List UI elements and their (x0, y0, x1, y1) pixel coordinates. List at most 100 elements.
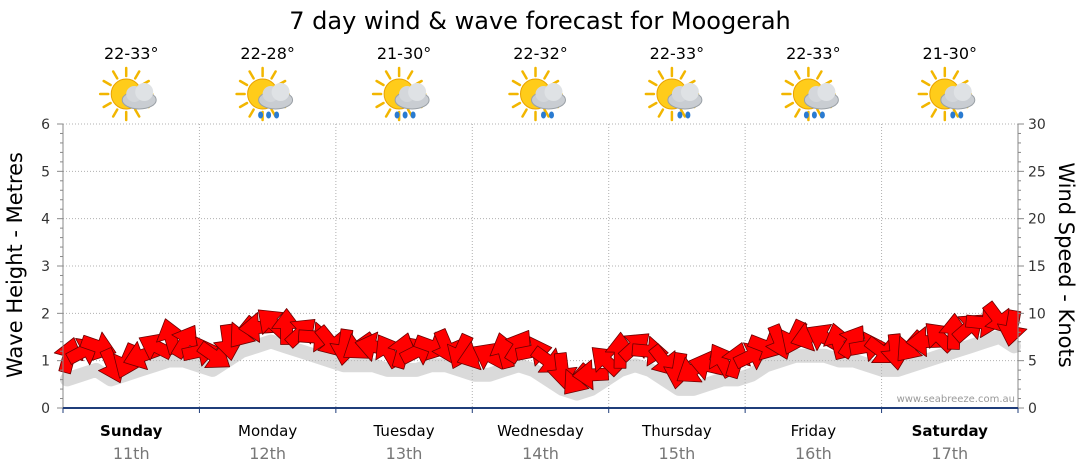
date-label: 17th (931, 444, 968, 463)
sun-ray (794, 108, 801, 118)
date-label: 11th (113, 444, 150, 463)
wind-arrow (997, 309, 1028, 347)
rain-drop-icon (258, 111, 264, 119)
sun-ray (102, 101, 112, 109)
sun-ray (511, 101, 522, 109)
sun-ray (952, 70, 960, 80)
weather-icon-showers (235, 66, 294, 122)
rain-drop-icon (811, 111, 817, 119)
cloud-puff (953, 83, 972, 101)
weather-icon-light-showers (917, 66, 976, 122)
sun-ray (133, 70, 141, 80)
sun-ray (816, 70, 823, 80)
weather-icon-light-showers (508, 66, 566, 122)
sun-ray (111, 108, 119, 118)
y-tick-label-left: 3 (41, 259, 50, 275)
sun-ray (270, 70, 277, 80)
sun-ray (375, 101, 385, 109)
rain-drop-icon (402, 111, 408, 119)
sun-ray (543, 70, 550, 80)
rain-drop-icon (677, 111, 683, 119)
rain-drop-icon (819, 111, 825, 119)
wind-arrow-shape (297, 321, 335, 353)
chart-title: 7 day wind & wave forecast for Moogerah (289, 7, 791, 35)
rain-drop-icon (685, 111, 691, 119)
wind-arrow (297, 321, 335, 353)
y-tick-label-left: 4 (41, 212, 50, 228)
sun-ray (133, 108, 141, 118)
day-label: Thursday (641, 422, 712, 440)
sun-ray (679, 108, 687, 118)
weather-icon-partly-cloudy (98, 66, 157, 122)
sun-ray (384, 70, 392, 80)
sun-ray (521, 108, 528, 118)
sun-ray (238, 79, 249, 87)
cloud-puff (135, 83, 154, 101)
rain-drop-icon (266, 111, 272, 119)
sun-ray (657, 70, 665, 80)
weather-icon-showers (371, 66, 430, 122)
sun-ray (930, 108, 938, 118)
sun-ray (543, 108, 550, 118)
y-tick-label-right: 25 (1028, 164, 1046, 180)
sun-ray (248, 70, 255, 80)
temperature-label: 22-28° (240, 44, 295, 63)
y-tick-label-right: 30 (1028, 117, 1046, 133)
sun-ray (794, 70, 801, 80)
wind-arrow-shape (997, 309, 1028, 347)
sun-ray (952, 108, 960, 118)
cloud-puff (680, 83, 699, 101)
sun-ray (248, 108, 255, 118)
rain-drop-icon (549, 111, 554, 119)
sun-ray (238, 101, 249, 109)
wind-arrow (530, 345, 564, 373)
cloud-puff (271, 83, 290, 101)
y-tick-label-left: 2 (41, 306, 50, 322)
rain-drop-icon (410, 111, 416, 119)
y-tick-label-left: 5 (41, 164, 50, 180)
sun-ray (648, 101, 658, 109)
day-label: Wednesday (497, 422, 584, 440)
day-label: Friday (791, 422, 837, 440)
watermark: www.seabreeze.com.au (897, 394, 1015, 405)
weather-icon-light-showers (644, 66, 703, 122)
y-axis-label-left: Wave Height - Metres (3, 152, 27, 378)
day-label: Saturday (912, 422, 989, 440)
y-tick-label-right: 0 (1028, 401, 1037, 417)
sun-ray (521, 70, 528, 80)
cloud-puff (544, 83, 563, 101)
date-label: 15th (659, 444, 696, 463)
weather-icon-showers (781, 66, 839, 122)
sun-ray (679, 70, 687, 80)
date-label: 13th (386, 444, 423, 463)
date-label: 16th (795, 444, 832, 463)
sun-ray (784, 79, 795, 87)
y-axis-label-right: Wind Speed - Knots (1054, 162, 1078, 367)
sun-ray (511, 79, 522, 87)
day-label: Monday (238, 422, 297, 440)
sun-ray (657, 108, 665, 118)
temperature-label: 22-32° (513, 44, 568, 63)
rain-drop-icon (803, 111, 809, 119)
rain-drop-icon (274, 111, 280, 119)
y-tick-label-right: 15 (1028, 259, 1046, 275)
rain-drop-icon (950, 111, 956, 119)
sun-ray (921, 79, 931, 87)
sun-ray (102, 79, 112, 87)
y-tick-label-left: 1 (41, 354, 50, 370)
wind-arrow (571, 359, 609, 391)
sun-ray (784, 101, 795, 109)
wind-arrow-shape (571, 359, 609, 391)
y-tick-label-right: 5 (1028, 354, 1037, 370)
temperature-label: 22-33° (104, 44, 159, 63)
rain-drop-icon (394, 111, 400, 119)
sun-ray (921, 101, 931, 109)
y-tick-label-right: 10 (1028, 306, 1046, 322)
day-label: Tuesday (373, 422, 435, 440)
y-tick-label-left: 0 (41, 401, 50, 417)
sun-ray (930, 70, 938, 80)
day-label: Sunday (100, 422, 163, 440)
sun-ray (648, 79, 658, 87)
sun-ray (375, 79, 385, 87)
